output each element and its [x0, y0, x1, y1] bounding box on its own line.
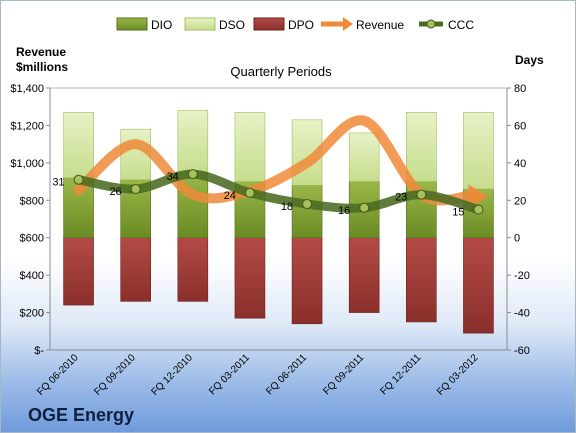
y-right-tick-label: 20	[514, 195, 526, 207]
y-right-tick-label: -20	[514, 270, 530, 282]
y-left-tick-label: $200	[20, 308, 44, 320]
y-right-tick-label: -60	[514, 345, 530, 357]
bar-dso	[406, 112, 437, 182]
x-tick-label: FQ 03-2012	[435, 352, 481, 398]
y-left-title-line1: Revenue	[16, 45, 66, 59]
ccc-data-label: 31	[52, 177, 64, 189]
legend-label-dpo: DPO	[288, 18, 314, 32]
x-tick-label: FQ 06-2010	[35, 352, 81, 398]
legend-arrowhead-revenue	[343, 17, 353, 31]
y-left-tick-label: $1,000	[10, 158, 44, 170]
ccc-data-label: 18	[281, 201, 293, 213]
ccc-data-label: 23	[395, 192, 407, 204]
bar-dpo	[348, 237, 380, 313]
bar-dpo	[234, 237, 266, 319]
bar-dpo	[463, 237, 494, 334]
company-name: OGE Energy	[28, 405, 135, 425]
bar-dso	[177, 110, 209, 173]
bar-dso	[463, 112, 494, 190]
x-tick-label: FQ 06-2011	[264, 352, 309, 397]
y-left-title-line2: $millions	[16, 60, 68, 74]
y-left-tick-label: $1,400	[10, 83, 44, 95]
x-tick-label: FQ 12-2011	[378, 352, 423, 397]
legend-marker-ccc	[426, 19, 436, 29]
y-right-tick-label: 60	[514, 120, 526, 132]
chart-title: Quarterly Periods	[230, 64, 332, 79]
ccc-point	[73, 174, 84, 185]
y-right-tick-label: 80	[514, 83, 526, 95]
y-left-tick-label: $400	[20, 270, 44, 282]
y-left-tick-label: $600	[20, 233, 44, 245]
legend-label-ccc: CCC	[448, 18, 474, 32]
bar-dso	[234, 112, 266, 182]
ccc-point	[130, 184, 141, 195]
revenue-line	[73, 115, 476, 206]
ccc-data-label: 26	[109, 186, 121, 198]
legend-swatch-dso	[184, 17, 216, 31]
y-right-title: Days	[515, 53, 544, 67]
y-right-tick-label: -40	[514, 308, 530, 320]
y-right-tick-label: 0	[514, 233, 520, 245]
x-tick-label: FQ 09-2011	[321, 352, 366, 397]
bar-dio	[63, 177, 94, 239]
ccc-data-label: 15	[452, 207, 464, 219]
x-tick-label: FQ 03-2011	[207, 352, 252, 397]
ccc-point	[187, 169, 198, 180]
bar-dio	[291, 185, 323, 239]
plot-border	[49, 87, 508, 351]
bar-dso	[348, 132, 380, 182]
ccc-point	[302, 199, 313, 210]
legend-label-revenue: Revenue	[356, 18, 404, 32]
legend-label-dio: DIO	[151, 18, 172, 32]
y-left-tick-label: $800	[20, 195, 44, 207]
revenue-arrowhead	[468, 184, 489, 209]
ccc-data-label: 16	[338, 205, 350, 217]
legend-swatch-dpo	[253, 17, 285, 31]
bar-dpo	[63, 237, 94, 306]
ccc-point	[359, 202, 370, 213]
y-right-tick-label: 40	[514, 158, 526, 170]
bar-dso	[63, 112, 94, 179]
legend-label-dso: DSO	[219, 18, 245, 32]
ccc-point	[244, 187, 255, 198]
bar-dso	[120, 128, 151, 181]
bar-dpo	[406, 237, 437, 323]
ccc-data-label: 34	[167, 171, 179, 183]
bar-dpo	[291, 237, 323, 325]
x-tick-label: FQ 12-2010	[149, 352, 195, 398]
ccc-point	[473, 204, 484, 215]
plot-area: $- $200 $400 $600 $800 $1,000 $1,200 $1,400 -60 -…	[10, 83, 530, 398]
legend: DIO DSO DPO Revenue CCC	[116, 17, 474, 32]
y-left-tick-label: $1,200	[10, 120, 44, 132]
y-left-tick-label: $-	[34, 345, 44, 357]
bar-dpo	[120, 237, 151, 302]
ccc-point	[416, 189, 427, 200]
legend-swatch-dio	[116, 17, 148, 31]
ccc-data-label: 24	[224, 190, 236, 202]
x-tick-label: FQ 09-2010	[92, 352, 138, 398]
bar-dpo	[177, 237, 209, 302]
